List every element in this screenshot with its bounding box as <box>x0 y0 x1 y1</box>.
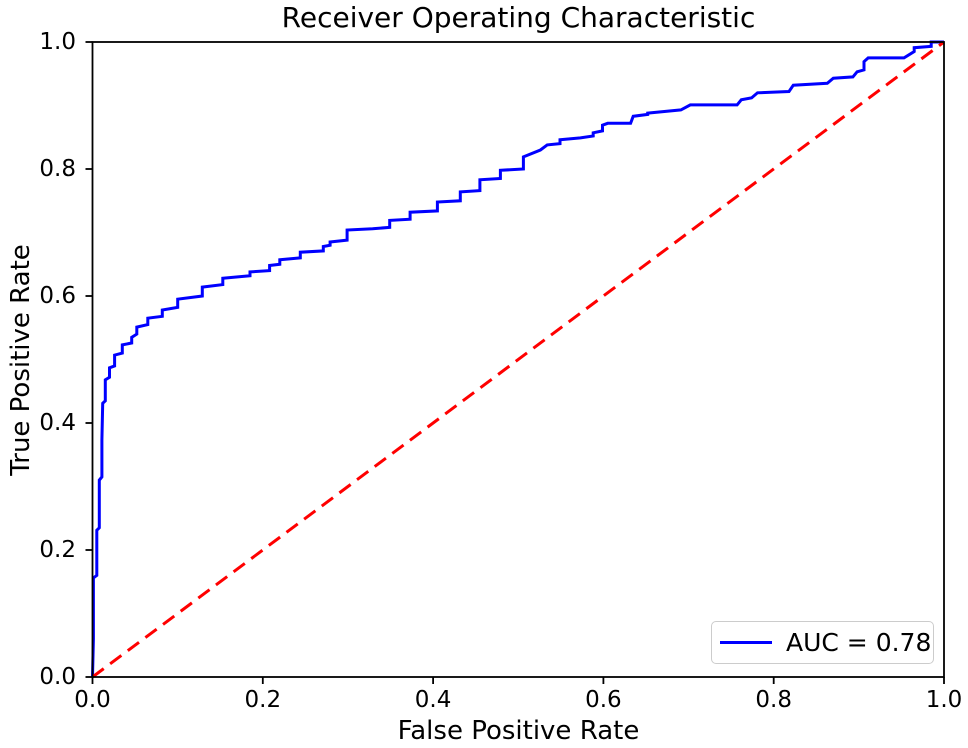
chance-line <box>91 40 945 679</box>
legend-line-swatch <box>720 641 772 644</box>
x-tick-label: 0.0 <box>74 687 111 713</box>
x-tick-label: 0.2 <box>244 687 282 713</box>
x-axis-label: False Positive Rate <box>397 716 640 746</box>
y-tick-label: 1.0 <box>39 29 76 55</box>
legend-label: AUC = 0.78 <box>786 628 932 657</box>
y-tick-label: 0.2 <box>39 537 76 563</box>
legend-box: AUC = 0.78 <box>711 621 934 664</box>
x-tick-label: 0.4 <box>414 687 452 713</box>
axes-spines <box>91 41 945 678</box>
y-tick-label: 0.0 <box>39 664 76 690</box>
y-tick-label: 0.6 <box>39 283 76 309</box>
x-tick-label: 0.6 <box>585 687 622 713</box>
y-tick-label: 0.8 <box>39 156 76 182</box>
x-tick-label: 1.0 <box>925 687 963 713</box>
y-tick-label: 0.4 <box>39 410 76 436</box>
chart-title: Receiver Operating Characteristic <box>281 1 756 34</box>
roc-curve <box>91 40 944 678</box>
y-axis-label: True Positive Rate <box>6 244 36 476</box>
x-tick-label: 0.8 <box>755 687 792 713</box>
